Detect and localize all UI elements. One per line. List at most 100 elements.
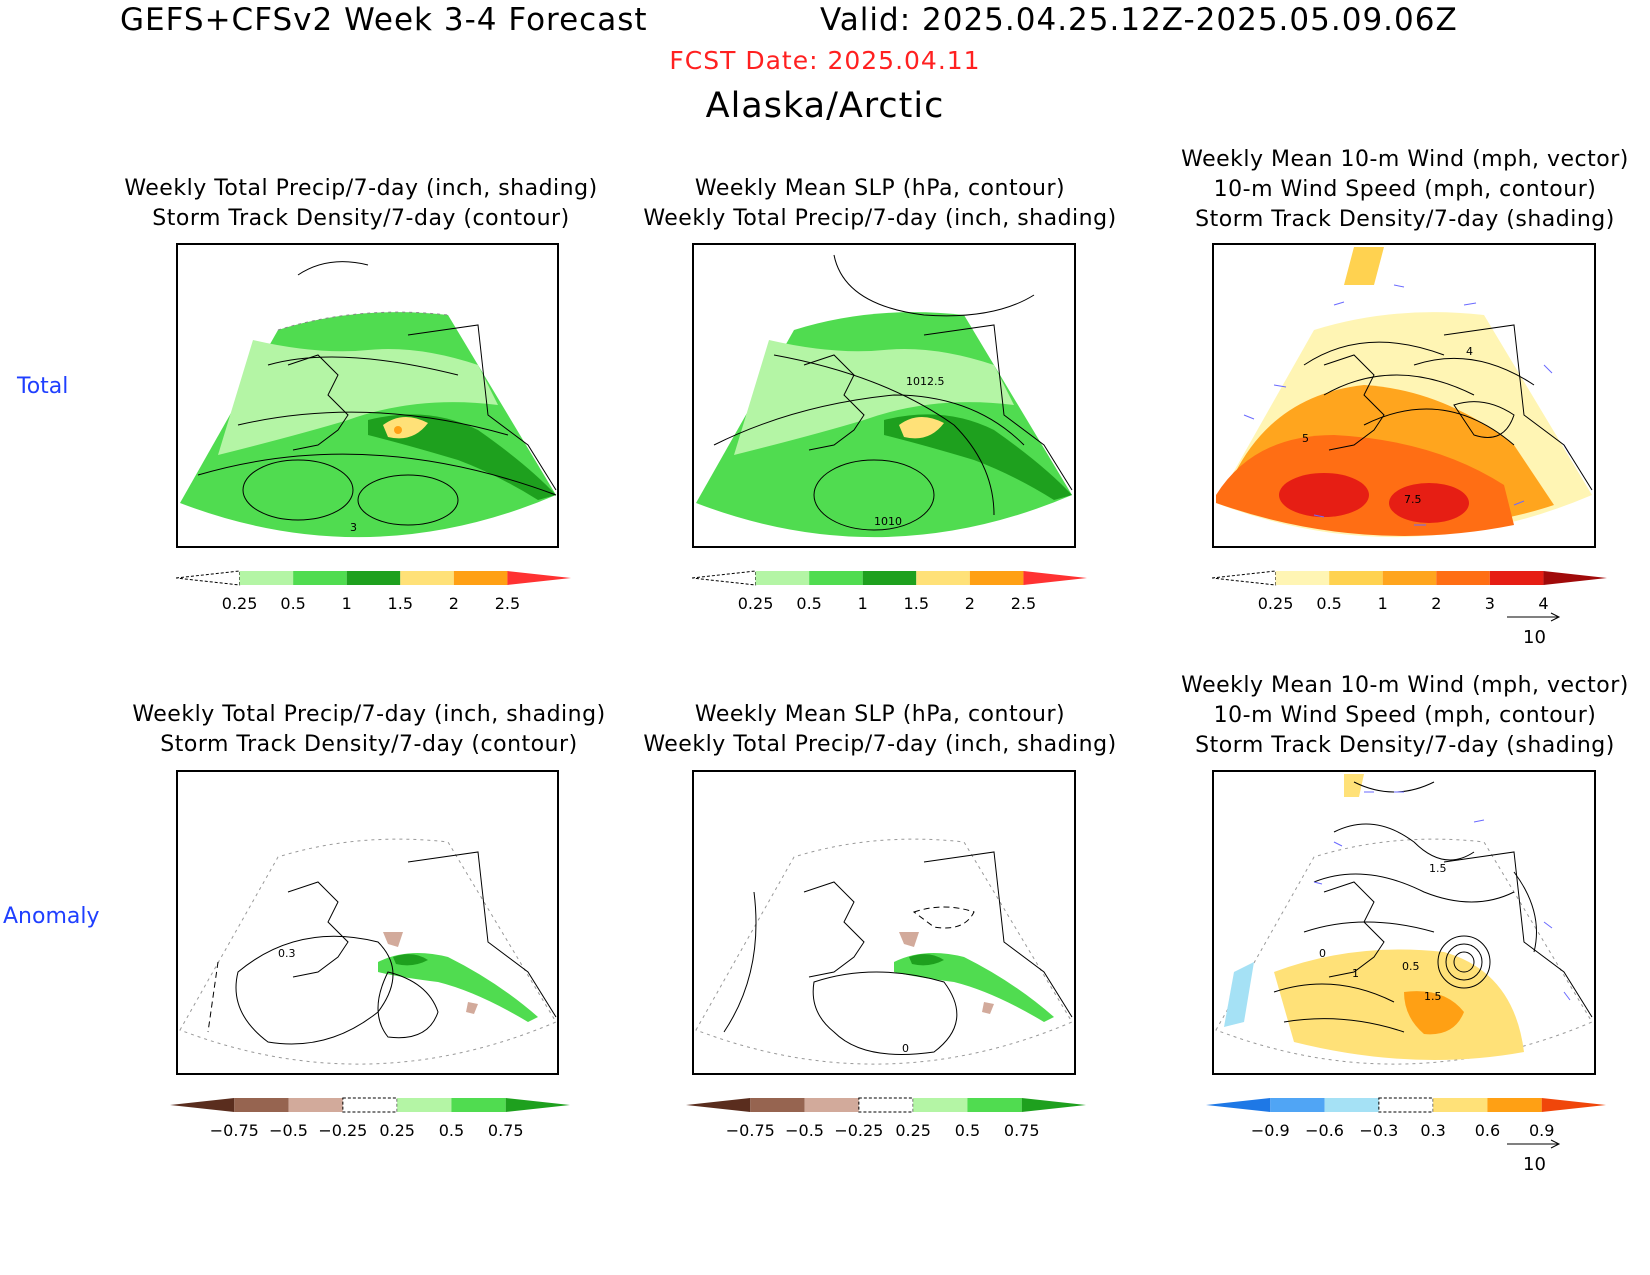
colorbar-tick-label: 0.25 — [1257, 594, 1294, 613]
colorbar-tick-label: 0.5 — [1316, 594, 1342, 613]
panel-title-line: Weekly Mean SLP (hPa, contour) — [694, 702, 1066, 727]
colorbar-precip-total: 0.25 0.5 1 1.5 2 2.5 — [176, 570, 571, 614]
colorbar-tick-label: −0.5 — [785, 1121, 824, 1140]
map-precip-anomaly: 0.3 — [176, 770, 559, 1075]
colorbar-swatch — [750, 1098, 805, 1112]
colorbar-swatch — [858, 1097, 914, 1113]
colorbar-swatch — [346, 571, 401, 585]
colorbar-swatch — [397, 1098, 452, 1112]
contour-label: 4 — [1466, 345, 1473, 358]
colorbar-swatch — [686, 1098, 751, 1112]
panel-title-line: Storm Track Density/7-day (contour) — [152, 206, 570, 231]
contour-label: 0 — [1319, 947, 1326, 960]
colorbar-swatch — [1021, 1098, 1086, 1112]
colorbar-tick-label: 0.3 — [1420, 1121, 1446, 1140]
vector-reference-label: 10 — [1523, 1154, 1546, 1175]
colorbar-swatch — [176, 570, 241, 586]
contour-label: 1010 — [874, 515, 902, 528]
colorbar-tick-label: 4 — [1538, 594, 1549, 613]
colorbar-tick-label: 2.5 — [494, 594, 521, 613]
panel-title-line: 10-m Wind Speed (mph, contour) — [1213, 703, 1597, 728]
forecast-date: FCST Date: 2025.04.11 — [669, 46, 981, 75]
colorbar-swatch — [451, 1098, 506, 1112]
colorbar-swatch — [1275, 571, 1330, 585]
panel-title-line: Storm Track Density/7-day (contour) — [160, 732, 578, 757]
colorbar-tick-label: 2 — [964, 594, 975, 613]
panel-title-line: Storm Track Density/7-day (shading) — [1195, 207, 1615, 232]
colorbar-tick-label: 0.25 — [737, 594, 774, 613]
panel-title-precip-anom: Weekly Total Precip/7-day (inch, shading… — [104, 700, 634, 760]
vector-reference: 10 — [1505, 1135, 1565, 1175]
panel-title-line: Weekly Mean SLP (hPa, contour) — [694, 176, 1066, 201]
colorbar-swatches — [176, 570, 571, 586]
colorbar-tick-label: 0.6 — [1474, 1121, 1501, 1140]
colorbar-swatches — [1212, 570, 1607, 586]
colorbar-tick-label: 0.25 — [379, 1121, 415, 1140]
panel-title-line: Weekly Total Precip/7-day (inch, shading… — [132, 702, 606, 727]
colorbar-tick-label: −0.25 — [318, 1121, 368, 1140]
arrow-right-icon — [1507, 1139, 1561, 1149]
colorbar-tick-label: 0.5 — [438, 1121, 465, 1140]
contour-label: 0.5 — [1402, 960, 1420, 973]
map-slp-anomaly: 0 — [692, 770, 1076, 1075]
arrow-right-icon — [1507, 612, 1561, 622]
contour-label: 7.5 — [1404, 493, 1422, 506]
colorbar-swatch — [1270, 1098, 1325, 1112]
contour-label: 0 — [902, 1042, 909, 1055]
valid-period: Valid: 2025.04.25.12Z-2025.05.09.06Z — [820, 2, 1458, 38]
colorbar-tick-label: 0.75 — [487, 1121, 524, 1140]
colorbar-swatch — [505, 1098, 570, 1112]
colorbar-swatch — [862, 571, 917, 585]
colorbar-swatch — [1212, 570, 1277, 586]
colorbar-swatch — [755, 571, 810, 585]
figure-title: GEFS+CFSv2 Week 3-4 Forecast — [120, 2, 648, 38]
colorbar-swatch — [239, 571, 294, 585]
panel-title-line: Storm Track Density/7-day (shading) — [1195, 733, 1615, 758]
colorbar-tick-label: 3 — [1484, 594, 1495, 613]
region-title: Alaska/Arctic — [705, 86, 945, 126]
colorbar-swatch — [804, 1098, 859, 1112]
vector-reference-label: 10 — [1523, 627, 1546, 648]
contour-label: 1.5 — [1429, 862, 1447, 875]
colorbar-tick-label: 0.75 — [1003, 1121, 1040, 1140]
panel-title-line: Weekly Mean 10-m Wind (mph, vector) — [1181, 147, 1629, 172]
colorbar-tick-label: −0.25 — [834, 1121, 884, 1140]
colorbar-swatch — [453, 571, 508, 585]
panel-title-slp-anom: Weekly Mean SLP (hPa, contour) Weekly To… — [615, 700, 1145, 760]
colorbar-tick-label: 2 — [448, 594, 459, 613]
colorbar-tick-label: −0.5 — [269, 1121, 308, 1140]
colorbar-storm-total: 0.25 0.5 1 2 3 4 — [1212, 570, 1607, 614]
contour-label: 5 — [1302, 432, 1309, 445]
colorbar-swatch — [1324, 1098, 1379, 1112]
colorbar-tick-label: 1 — [1377, 594, 1388, 613]
colorbar-tick-label: 0.5 — [796, 594, 822, 613]
panel-title-line: Weekly Total Precip/7-day (inch, shading… — [643, 732, 1117, 757]
colorbar-swatch — [1329, 571, 1383, 585]
colorbar-swatches — [1206, 1097, 1606, 1113]
colorbar-storm-anomaly: −0.9 −0.6 −0.3 0.3 0.6 0.9 — [1206, 1097, 1606, 1141]
contour-label: 1012.5 — [906, 375, 945, 388]
colorbar-tick-label: −0.6 — [1305, 1121, 1344, 1140]
colorbar-swatches — [686, 1097, 1086, 1113]
colorbar-tick-label: 1.5 — [903, 594, 930, 613]
colorbar-swatch — [692, 570, 757, 586]
colorbar-swatch — [342, 1097, 398, 1113]
colorbar-tick-label: 0.5 — [954, 1121, 981, 1140]
panel-title-wind-anom: Weekly Mean 10-m Wind (mph, vector) 10-m… — [1160, 671, 1650, 761]
colorbar-swatch — [809, 571, 863, 585]
contour-label: 3 — [350, 521, 357, 534]
colorbar-swatch — [1436, 571, 1490, 585]
colorbar-swatch — [170, 1098, 235, 1112]
panel-title-precip-total: Weekly Total Precip/7-day (inch, shading… — [96, 174, 626, 234]
colorbar-swatch — [288, 1098, 343, 1112]
map-wind-anomaly: 0 1 0.5 1.5 1.5 — [1212, 770, 1596, 1075]
colorbar-tick-label: 0.25 — [895, 1121, 931, 1140]
colorbar-slp-total: 0.25 0.5 1 1.5 2 2.5 — [692, 570, 1087, 614]
colorbar-swatch — [234, 1098, 289, 1112]
colorbar-swatch — [1433, 1098, 1488, 1112]
colorbar-precip-anomaly: −0.75 −0.5 −0.25 0.25 0.5 0.75 — [170, 1097, 570, 1141]
colorbar-tick-label: −0.3 — [1359, 1121, 1399, 1140]
row-label-anomaly: Anomaly — [3, 904, 100, 929]
colorbar-tick-label: 2.5 — [1010, 594, 1037, 613]
contour-label: 1.5 — [1424, 990, 1442, 1003]
